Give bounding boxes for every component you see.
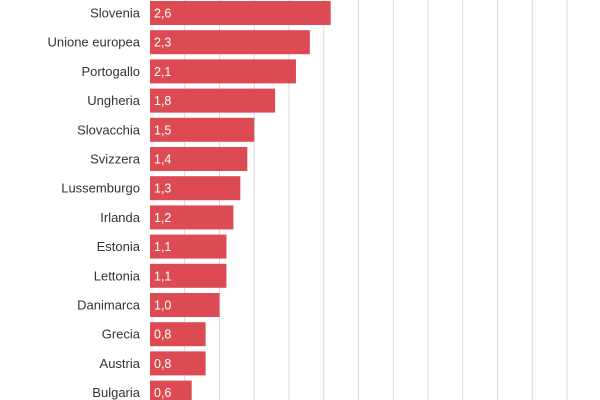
category-label: Slovenia — [90, 6, 141, 21]
category-label: Svizzera — [90, 152, 141, 167]
category-label: Ungheria — [87, 93, 141, 108]
value-labels: 2,6 2,3 2,1 1,8 1,5 1,4 1,3 1,2 1,1 1,1 1,0 0,8 0,8 0… — [154, 7, 171, 400]
category-label: Grecia — [102, 327, 141, 342]
category-label: Irlanda — [100, 210, 141, 225]
bar — [150, 293, 220, 317]
bar — [150, 1, 331, 25]
bar — [150, 351, 206, 376]
category-label: Portogallo — [81, 64, 140, 79]
category-label: Slovacchia — [77, 122, 141, 137]
bar — [150, 30, 310, 55]
category-label: Bulgaria — [92, 385, 140, 400]
value-label: 0,8 — [154, 328, 171, 342]
bar — [150, 205, 234, 230]
bar — [150, 263, 227, 288]
bar — [150, 234, 227, 259]
bars — [150, 1, 331, 400]
value-label: 1,2 — [154, 211, 171, 225]
bar — [150, 59, 296, 84]
bar — [150, 147, 248, 171]
value-label: 1,5 — [154, 123, 171, 137]
value-label: 2,1 — [154, 65, 171, 79]
value-label: 2,6 — [154, 7, 171, 21]
category-labels: Slovenia Unione europea Portogallo Ungheria… — [47, 6, 140, 400]
value-label: 1,4 — [154, 153, 171, 167]
value-label: 1,3 — [154, 182, 171, 196]
value-label: 1,1 — [154, 269, 171, 283]
value-label: 1,0 — [154, 299, 171, 313]
bar — [150, 176, 241, 201]
value-label: 1,8 — [154, 94, 171, 108]
bar — [150, 88, 276, 113]
value-label: 1,1 — [154, 240, 171, 254]
category-label: Estonia — [97, 239, 141, 254]
category-label: Danimarca — [77, 298, 141, 313]
category-label: Austria — [100, 356, 141, 371]
category-label: Unione europea — [47, 35, 140, 50]
category-label: Lettonia — [94, 268, 141, 283]
value-label: 0,8 — [154, 357, 171, 371]
category-label: Lussemburgo — [61, 181, 140, 196]
value-label: 2,3 — [154, 36, 171, 50]
bar — [150, 322, 206, 347]
bar — [150, 380, 192, 400]
bar — [150, 117, 255, 142]
value-label: 0,6 — [154, 386, 171, 400]
